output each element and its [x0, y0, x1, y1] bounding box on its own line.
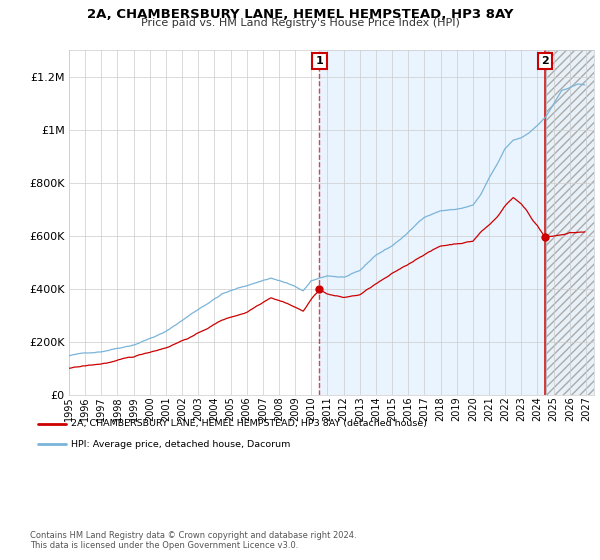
Text: 39% ↓ HPI: 39% ↓ HPI: [378, 508, 437, 518]
Text: 2A, CHAMBERSBURY LANE, HEMEL HEMPSTEAD, HP3 8AY: 2A, CHAMBERSBURY LANE, HEMEL HEMPSTEAD, …: [87, 8, 513, 21]
Text: 2: 2: [541, 56, 548, 66]
Bar: [545, 50, 600, 395]
Bar: [319, 50, 545, 395]
FancyBboxPatch shape: [23, 466, 79, 492]
Text: 24% ↓ HPI: 24% ↓ HPI: [378, 474, 437, 484]
Bar: [545, 50, 600, 395]
Text: 1: 1: [316, 56, 323, 66]
Text: £400,000: £400,000: [262, 474, 314, 484]
Text: 1: 1: [47, 473, 55, 486]
FancyBboxPatch shape: [23, 500, 79, 526]
Text: Price paid vs. HM Land Registry's House Price Index (HPI): Price paid vs. HM Land Registry's House …: [140, 18, 460, 28]
Text: 2: 2: [47, 506, 55, 520]
Text: Contains HM Land Registry data © Crown copyright and database right 2024.
This d: Contains HM Land Registry data © Crown c…: [30, 531, 356, 550]
Text: 29-JUN-2010: 29-JUN-2010: [102, 474, 173, 484]
Text: HPI: Average price, detached house, Dacorum: HPI: Average price, detached house, Daco…: [71, 440, 291, 449]
Text: 10-JUN-2024: 10-JUN-2024: [102, 508, 173, 518]
Text: £597,500: £597,500: [262, 508, 315, 518]
Text: 2A, CHAMBERSBURY LANE, HEMEL HEMPSTEAD, HP3 8AY (detached house): 2A, CHAMBERSBURY LANE, HEMEL HEMPSTEAD, …: [71, 419, 427, 428]
